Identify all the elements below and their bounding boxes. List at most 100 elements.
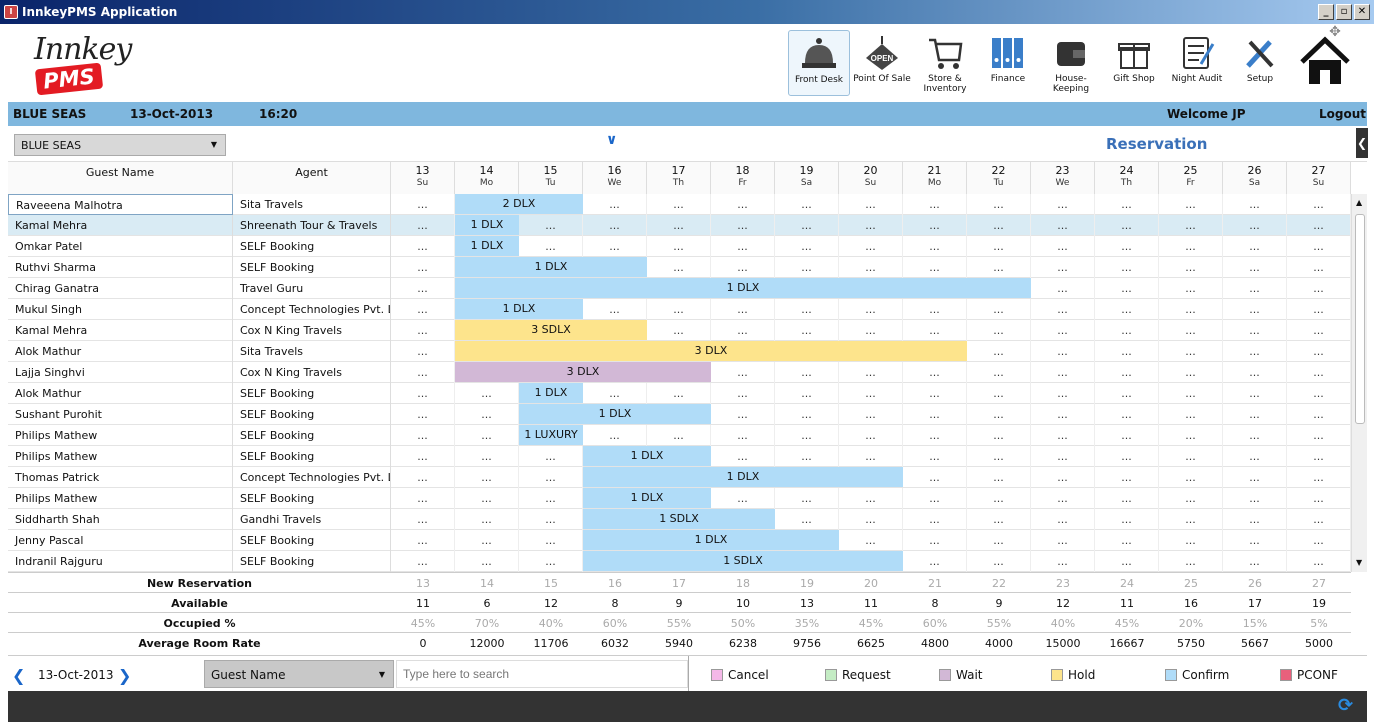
table-row[interactable]: Philips Mathew SELF Booking..............… [8, 446, 1351, 467]
guest-name-cell[interactable]: Omkar Patel [8, 236, 233, 257]
empty-day-cell[interactable]: ... [583, 194, 647, 215]
empty-day-cell[interactable]: ... [519, 236, 583, 257]
booking-bar[interactable]: 1 DLX [583, 446, 711, 466]
empty-day-cell[interactable]: ... [519, 530, 583, 551]
empty-day-cell[interactable]: ... [1287, 488, 1351, 509]
empty-day-cell[interactable]: ... [1223, 488, 1287, 509]
empty-day-cell[interactable]: ... [1159, 215, 1223, 236]
empty-day-cell[interactable]: ... [455, 404, 519, 425]
collapse-chevron-icon[interactable]: ∨ [606, 132, 618, 148]
empty-day-cell[interactable]: ... [1031, 341, 1095, 362]
empty-day-cell[interactable]: ... [903, 362, 967, 383]
empty-day-cell[interactable]: ... [967, 299, 1031, 320]
empty-day-cell[interactable]: ... [967, 341, 1031, 362]
booking-bar[interactable]: 3 DLX [455, 362, 711, 382]
empty-day-cell[interactable]: ... [1159, 509, 1223, 530]
module-house-keeping[interactable]: House-Keeping [1040, 30, 1102, 96]
empty-day-cell[interactable]: ... [583, 236, 647, 257]
empty-day-cell[interactable]: ... [455, 530, 519, 551]
empty-day-cell[interactable]: ... [1287, 299, 1351, 320]
empty-day-cell[interactable]: ... [1095, 194, 1159, 215]
table-row[interactable]: Siddharth Shah Gandhi Travels............… [8, 509, 1351, 530]
module-finance[interactable]: Finance [977, 30, 1039, 96]
empty-day-cell[interactable]: ... [647, 236, 711, 257]
summary-value[interactable]: 25 [1184, 577, 1198, 590]
empty-day-cell[interactable]: ... [1287, 404, 1351, 425]
empty-day-cell[interactable]: ... [1031, 551, 1095, 572]
booking-bar[interactable]: 3 SDLX [455, 320, 647, 340]
empty-day-cell[interactable]: ... [1223, 551, 1287, 572]
empty-day-cell[interactable]: ... [391, 425, 455, 446]
empty-day-cell[interactable]: ... [1031, 530, 1095, 551]
empty-day-cell[interactable]: ... [1287, 278, 1351, 299]
module-night-audit[interactable]: Night Audit [1166, 30, 1228, 96]
empty-day-cell[interactable]: ... [711, 215, 775, 236]
empty-day-cell[interactable]: ... [839, 299, 903, 320]
guest-name-cell[interactable]: Alok Mathur [8, 341, 233, 362]
empty-day-cell[interactable]: ... [967, 215, 1031, 236]
booking-bar[interactable]: 1 SDLX [583, 509, 775, 529]
booking-bar[interactable]: 1 DLX [455, 236, 519, 256]
empty-day-cell[interactable]: ... [647, 320, 711, 341]
guest-name-cell[interactable]: Thomas Patrick [8, 467, 233, 488]
guest-name-cell[interactable]: Indranil Rajguru [8, 551, 233, 572]
empty-day-cell[interactable]: ... [1287, 236, 1351, 257]
empty-day-cell[interactable]: ... [647, 383, 711, 404]
empty-day-cell[interactable]: ... [391, 194, 455, 215]
empty-day-cell[interactable]: ... [967, 320, 1031, 341]
empty-day-cell[interactable]: ... [839, 488, 903, 509]
module-setup[interactable]: Setup [1229, 30, 1291, 96]
empty-day-cell[interactable]: ... [1159, 341, 1223, 362]
empty-day-cell[interactable]: ... [1095, 320, 1159, 341]
empty-day-cell[interactable]: ... [1031, 425, 1095, 446]
empty-day-cell[interactable]: ... [1159, 530, 1223, 551]
empty-day-cell[interactable]: ... [711, 299, 775, 320]
scroll-down-icon[interactable]: ▼ [1356, 558, 1363, 567]
empty-day-cell[interactable]: ... [455, 425, 519, 446]
empty-day-cell[interactable]: ... [1287, 362, 1351, 383]
table-row[interactable]: Indranil Rajguru SELF Booking............… [8, 551, 1351, 572]
empty-day-cell[interactable]: ... [583, 425, 647, 446]
empty-day-cell[interactable]: ... [967, 488, 1031, 509]
empty-day-cell[interactable]: ... [1287, 194, 1351, 215]
empty-day-cell[interactable]: ... [1031, 404, 1095, 425]
table-row[interactable]: Philips Mathew SELF Booking..............… [8, 425, 1351, 446]
maximize-button[interactable]: ▫ [1336, 4, 1352, 20]
empty-day-cell[interactable]: ... [903, 509, 967, 530]
empty-day-cell[interactable]: ... [775, 194, 839, 215]
empty-day-cell[interactable]: ... [839, 509, 903, 530]
column-header-guest[interactable]: Guest Name [8, 162, 233, 194]
empty-day-cell[interactable]: ... [967, 446, 1031, 467]
empty-day-cell[interactable]: ... [839, 425, 903, 446]
summary-value[interactable]: 22 [992, 577, 1006, 590]
empty-day-cell[interactable]: ... [1159, 446, 1223, 467]
empty-day-cell[interactable]: ... [775, 299, 839, 320]
booking-bar[interactable]: 2 DLX [455, 194, 583, 214]
expand-icon[interactable]: ✥ [1329, 24, 1341, 40]
table-row[interactable]: Kamal Mehra Cox N King Travels...........… [8, 320, 1351, 341]
empty-day-cell[interactable]: ... [1031, 467, 1095, 488]
empty-day-cell[interactable]: ... [839, 404, 903, 425]
guest-name-cell[interactable]: Philips Mathew [8, 488, 233, 509]
empty-day-cell[interactable]: ... [647, 257, 711, 278]
empty-day-cell[interactable]: ... [1287, 383, 1351, 404]
booking-bar[interactable]: 1 DLX [455, 215, 519, 235]
empty-day-cell[interactable]: ... [839, 320, 903, 341]
empty-day-cell[interactable]: ... [1095, 404, 1159, 425]
module-store-inventory[interactable]: Store & Inventory [914, 30, 976, 96]
empty-day-cell[interactable]: ... [903, 551, 967, 572]
summary-value[interactable]: 15 [544, 577, 558, 590]
empty-day-cell[interactable]: ... [775, 215, 839, 236]
empty-day-cell[interactable]: ... [1223, 236, 1287, 257]
empty-day-cell[interactable]: ... [1223, 341, 1287, 362]
empty-day-cell[interactable]: ... [1287, 320, 1351, 341]
empty-day-cell[interactable]: ... [1159, 488, 1223, 509]
empty-day-cell[interactable]: ... [519, 215, 583, 236]
table-row[interactable]: Omkar Patel SELF Booking.................… [8, 236, 1351, 257]
summary-value[interactable]: 18 [736, 577, 750, 590]
empty-day-cell[interactable]: ... [775, 488, 839, 509]
search-by-select[interactable]: Guest Name ▼ [204, 660, 394, 688]
scroll-up-icon[interactable]: ▲ [1356, 198, 1363, 207]
empty-day-cell[interactable]: ... [1223, 467, 1287, 488]
empty-day-cell[interactable]: ... [839, 236, 903, 257]
